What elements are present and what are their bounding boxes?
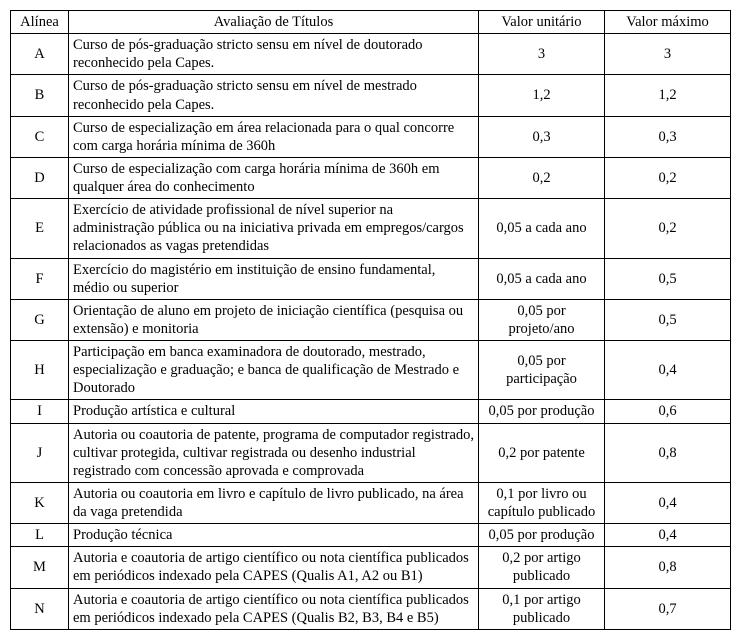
cell-alinea: E [11,199,69,258]
table-row: GOrientação de aluno em projeto de inici… [11,299,731,340]
cell-descricao: Participação em banca examinadora de dou… [69,341,479,400]
cell-alinea: M [11,547,69,588]
cell-descricao: Curso de especialização com carga horári… [69,157,479,198]
table-row: IProdução artística e cultural0,05 por p… [11,400,731,423]
cell-descricao: Curso de pós-graduação stricto sensu em … [69,75,479,116]
cell-alinea: C [11,116,69,157]
cell-valor-unitario: 0,1 por livro ou capítulo publicado [479,482,605,523]
titulos-table: Alínea Avaliação de Títulos Valor unitár… [10,10,731,630]
cell-descricao: Curso de especialização em área relacion… [69,116,479,157]
col-header-avaliacao: Avaliação de Títulos [69,11,479,34]
cell-valor-maximo: 0,6 [605,400,731,423]
col-header-alinea: Alínea [11,11,69,34]
cell-descricao: Curso de pós-graduação stricto sensu em … [69,34,479,75]
cell-alinea: H [11,341,69,400]
cell-valor-unitario: 0,05 a cada ano [479,258,605,299]
cell-descricao: Autoria ou coautoria de patente, program… [69,423,479,482]
table-row: JAutoria ou coautoria de patente, progra… [11,423,731,482]
cell-alinea: B [11,75,69,116]
table-row: EExercício de atividade profissional de … [11,199,731,258]
cell-valor-unitario: 0,05 por produção [479,524,605,547]
cell-valor-unitario: 0,05 por produção [479,400,605,423]
cell-valor-unitario: 0,05 a cada ano [479,199,605,258]
table-row: ACurso de pós-graduação stricto sensu em… [11,34,731,75]
cell-valor-maximo: 0,2 [605,199,731,258]
table-row: LProdução técnica0,05 por produção0,4 [11,524,731,547]
table-row: DCurso de especialização com carga horár… [11,157,731,198]
table-row: NAutoria e coautoria de artigo científic… [11,588,731,629]
cell-descricao: Autoria e coautoria de artigo científico… [69,588,479,629]
cell-valor-maximo: 0,8 [605,423,731,482]
cell-descricao: Produção técnica [69,524,479,547]
cell-valor-unitario: 0,05 por participação [479,341,605,400]
table-row: KAutoria ou coautoria em livro e capítul… [11,482,731,523]
cell-valor-unitario: 0,2 por patente [479,423,605,482]
cell-descricao: Exercício de atividade profissional de n… [69,199,479,258]
cell-valor-unitario: 0,1 por artigo publicado [479,588,605,629]
table-row: BCurso de pós-graduação stricto sensu em… [11,75,731,116]
cell-valor-maximo: 0,4 [605,341,731,400]
cell-alinea: L [11,524,69,547]
cell-alinea: J [11,423,69,482]
table-row: CCurso de especialização em área relacio… [11,116,731,157]
cell-descricao: Autoria ou coautoria em livro e capítulo… [69,482,479,523]
table-row: MAutoria e coautoria de artigo científic… [11,547,731,588]
cell-valor-maximo: 0,7 [605,588,731,629]
cell-valor-maximo: 0,3 [605,116,731,157]
cell-alinea: N [11,588,69,629]
cell-valor-unitario: 3 [479,34,605,75]
cell-valor-maximo: 0,4 [605,482,731,523]
table-row: HParticipação em banca examinadora de do… [11,341,731,400]
cell-valor-maximo: 0,8 [605,547,731,588]
cell-valor-maximo: 0,5 [605,258,731,299]
cell-descricao: Orientação de aluno em projeto de inicia… [69,299,479,340]
cell-descricao: Produção artística e cultural [69,400,479,423]
table-row: FExercício do magistério em instituição … [11,258,731,299]
header-row: Alínea Avaliação de Títulos Valor unitár… [11,11,731,34]
col-header-valor-unitario: Valor unitário [479,11,605,34]
cell-descricao: Autoria e coautoria de artigo científico… [69,547,479,588]
cell-valor-unitario: 1,2 [479,75,605,116]
cell-valor-maximo: 0,4 [605,524,731,547]
cell-alinea: K [11,482,69,523]
cell-alinea: A [11,34,69,75]
cell-alinea: D [11,157,69,198]
table-body: ACurso de pós-graduação stricto sensu em… [11,34,731,630]
cell-valor-maximo: 0,2 [605,157,731,198]
cell-valor-maximo: 0,5 [605,299,731,340]
col-header-valor-maximo: Valor máximo [605,11,731,34]
cell-valor-maximo: 1,2 [605,75,731,116]
cell-valor-unitario: 0,05 por projeto/ano [479,299,605,340]
cell-descricao: Exercício do magistério em instituição d… [69,258,479,299]
table-head: Alínea Avaliação de Títulos Valor unitár… [11,11,731,34]
cell-valor-unitario: 0,2 [479,157,605,198]
cell-valor-unitario: 0,2 por artigo publicado [479,547,605,588]
cell-valor-maximo: 3 [605,34,731,75]
cell-alinea: F [11,258,69,299]
cell-alinea: I [11,400,69,423]
cell-alinea: G [11,299,69,340]
cell-valor-unitario: 0,3 [479,116,605,157]
